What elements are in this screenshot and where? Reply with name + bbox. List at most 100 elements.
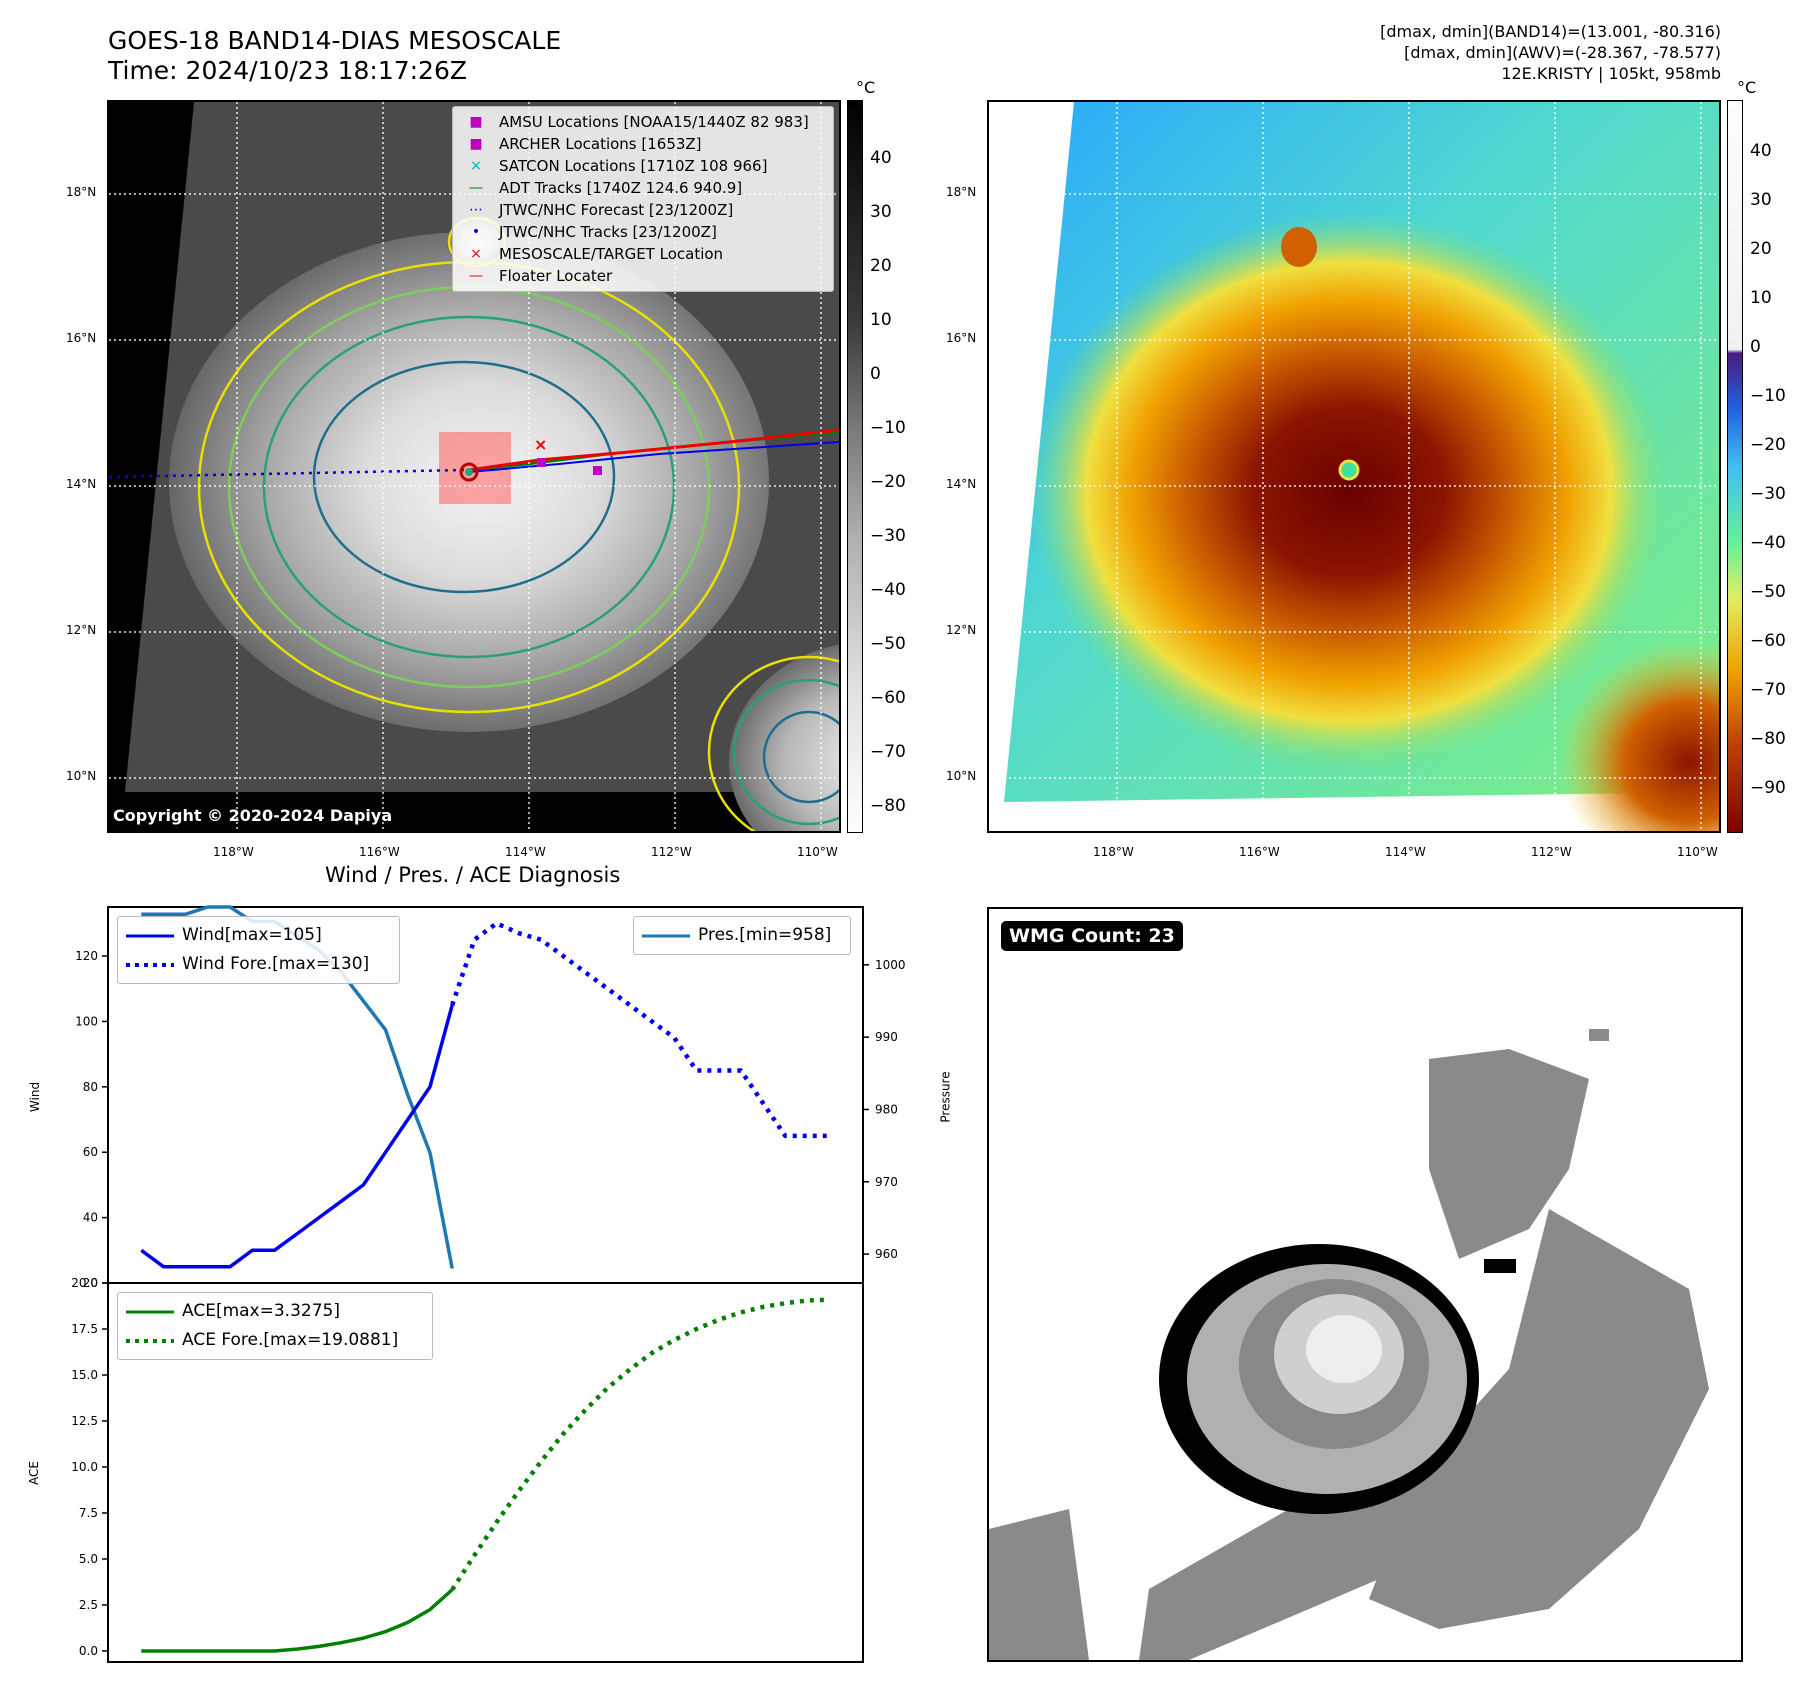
awv-lon-label: 116°W [1239, 845, 1280, 859]
ir-colorbar [847, 100, 863, 833]
legend-row: Wind[max=105] [126, 925, 322, 945]
ace-y-tick-label: 20.0 [71, 1276, 98, 1290]
ace-forecast-line [450, 1297, 830, 1591]
ace-y-tick-label: 2.5 [79, 1598, 98, 1612]
wind-y-tick-label: 80 [83, 1080, 98, 1094]
ir-lon-label: 112°W [651, 845, 692, 859]
awv-cb-tick: 0 [1750, 337, 1761, 357]
awv-cb-tick: 20 [1750, 239, 1772, 259]
legend-row: ⋯ JTWC/NHC Forecast [23/1200Z] [469, 201, 734, 219]
ace-line [141, 1588, 454, 1653]
pressure-ylabel: Pressure [938, 1071, 953, 1123]
legend-row: Wind Fore.[max=130] [126, 954, 370, 974]
figure-title: GOES-18 BAND14-DIAS MESOSCALE [108, 26, 562, 55]
wind-y-tick-label: 60 [83, 1145, 98, 1159]
ace-legend: ACE[max=3.3275] ACE Fore.[max=19.0881] [117, 1292, 433, 1360]
awv-cb-tick: −40 [1750, 533, 1786, 553]
ir-cb-tick: −20 [870, 472, 906, 492]
ir-lat-label: 18°N [66, 185, 97, 199]
ace-y-tick-label: 0.0 [79, 1644, 98, 1658]
ace-y-tick-label: 10.0 [71, 1460, 98, 1474]
wmg-image [989, 909, 1741, 1660]
awv-cb-tick: 10 [1750, 288, 1772, 308]
ir-lon-label: 118°W [213, 845, 254, 859]
ace-ylabel: ACE [26, 1461, 41, 1485]
pressure-y-tick-label: 980 [875, 1102, 898, 1116]
ir-cb-tick: −50 [870, 634, 906, 654]
ir-cb-tick: 0 [870, 364, 881, 384]
awv-cb-tick: 30 [1750, 190, 1772, 210]
awv-lon-label: 118°W [1093, 845, 1134, 859]
wind-legend: Wind[max=105] Wind Fore.[max=130] [117, 916, 400, 984]
legend-row: — Floater Locater [469, 267, 613, 285]
legend-row: ■ ARCHER Locations [1653Z] [469, 135, 702, 153]
ace-y-tick-label: 12.5 [71, 1414, 98, 1428]
band14-range: [dmax, dmin](BAND14)=(13.001, -80.316) [1380, 22, 1721, 41]
ir-lon-label: 114°W [505, 845, 546, 859]
svg-text:×: × [534, 435, 547, 454]
awv-map-panel [987, 100, 1721, 833]
awv-lat-label: 10°N [946, 769, 977, 783]
awv-lon-label: 114°W [1385, 845, 1426, 859]
wind-line [140, 1004, 454, 1269]
ace-y-tick-label: 7.5 [79, 1506, 98, 1520]
wind-y-tick-label: 120 [75, 949, 98, 963]
ir-lon-label: 110°W [797, 845, 838, 859]
awv-cb-tick: −60 [1750, 631, 1786, 651]
awv-lon-label: 112°W [1531, 845, 1572, 859]
legend-row: — ADT Tracks [1740Z 124.6 940.9] [469, 179, 743, 197]
legend-row: ACE[max=3.3275] [126, 1301, 340, 1321]
ir-map-panel: × Copyright © 2020-2024 Dapiya ■ AMSU Loc… [107, 100, 841, 833]
ir-cb-tick: −30 [870, 526, 906, 546]
ir-lon-label: 116°W [359, 845, 400, 859]
awv-range: [dmax, dmin](AWV)=(-28.367, -78.577) [1404, 43, 1721, 62]
legend-row: × MESOSCALE/TARGET Location [470, 245, 724, 263]
awv-lat-label: 16°N [946, 331, 977, 345]
awv-cb-tick: 40 [1750, 141, 1772, 161]
awv-lat-label: 18°N [946, 185, 977, 199]
ir-cb-tick: −70 [870, 742, 906, 762]
storm-info: 12E.KRISTY | 105kt, 958mb [1501, 64, 1721, 83]
ir-lat-label: 10°N [66, 769, 97, 783]
wind-y-tick-label: 20 [83, 1276, 98, 1290]
legend-row: × SATCON Locations [1710Z 108 966] [470, 157, 768, 175]
ir-copyright: Copyright © 2020-2024 Dapiya [113, 806, 393, 825]
wind-y-tick-label: 100 [75, 1014, 98, 1028]
ir-cb-tick: −10 [870, 418, 906, 438]
ir-cb-tick: 40 [870, 148, 892, 168]
wind-forecast-line [450, 921, 830, 1139]
awv-colorbar-unit: °C [1737, 78, 1757, 97]
awv-colorbar [1727, 100, 1743, 833]
awv-cb-tick: −50 [1750, 582, 1786, 602]
ir-lat-label: 14°N [66, 477, 97, 491]
ir-lat-label: 16°N [66, 331, 97, 345]
awv-lon-label: 110°W [1677, 845, 1718, 859]
pressure-legend: Pres.[min=958] [633, 916, 851, 955]
awv-cb-tick: −30 [1750, 484, 1786, 504]
awv-cb-tick: −70 [1750, 680, 1786, 700]
wmg-count-badge: WMG Count: 23 [1001, 921, 1183, 951]
pressure-y-tick-label: 990 [875, 1030, 898, 1044]
ir-colorbar-unit: °C [856, 78, 876, 97]
wind-y-tick-label: 40 [83, 1211, 98, 1225]
ir-cb-tick: 30 [870, 202, 892, 222]
legend-row: Pres.[min=958] [642, 925, 832, 945]
ir-map-legend: ■ AMSU Locations [NOAA15/1440Z 82 983] ■ A… [452, 106, 834, 292]
ir-cb-tick: −80 [870, 796, 906, 816]
ace-y-tick-label: 15.0 [71, 1368, 98, 1382]
awv-cb-tick: −10 [1750, 386, 1786, 406]
legend-row: ACE Fore.[max=19.0881] [126, 1330, 399, 1350]
ir-lat-label: 12°N [66, 623, 97, 637]
pressure-y-tick-label: 1000 [875, 958, 906, 972]
legend-row: • JTWC/NHC Tracks [23/1200Z] [471, 223, 717, 241]
pressure-y-tick-label: 970 [875, 1175, 898, 1189]
wmg-panel: WMG Count: 23 [987, 907, 1743, 1662]
pressure-y-tick-label: 960 [875, 1247, 898, 1261]
ir-cb-tick: 20 [870, 256, 892, 276]
ace-y-tick-label: 5.0 [79, 1552, 98, 1566]
ace-y-tick-label: 17.5 [71, 1322, 98, 1336]
awv-map-image [989, 102, 1719, 831]
diag-title: Wind / Pres. / ACE Diagnosis [325, 863, 621, 887]
awv-cb-tick: −80 [1750, 729, 1786, 749]
legend-row: ■ AMSU Locations [NOAA15/1440Z 82 983] [469, 113, 809, 131]
